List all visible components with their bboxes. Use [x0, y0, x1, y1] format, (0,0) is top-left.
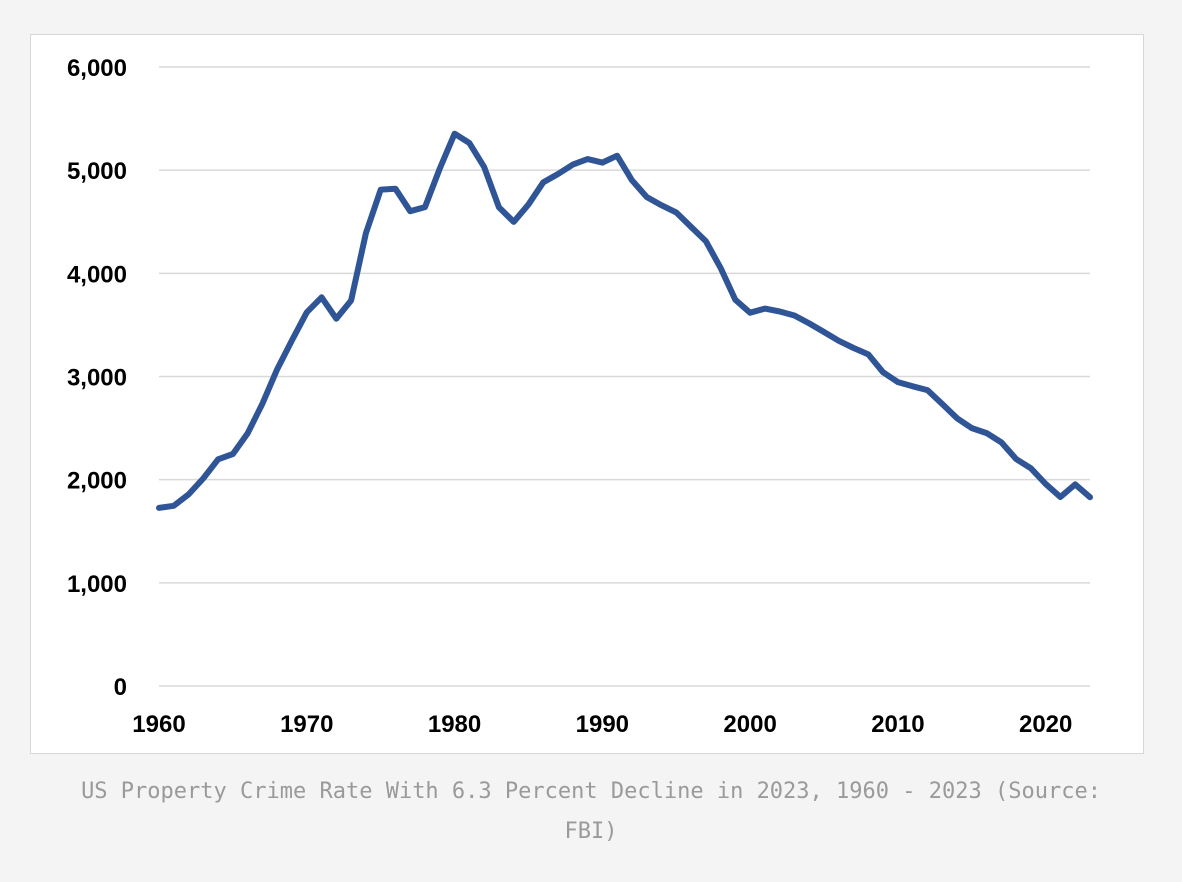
property-crime-rate-chart: 0 1,000 2,000 3,000 4,000 5,000 6,000 1960 1970…: [67, 55, 1093, 738]
y-tick-label: 5,000: [67, 158, 127, 185]
y-tick-label: 4,000: [67, 261, 127, 288]
x-tick-label: 1970: [280, 711, 333, 738]
y-tick-label: 0: [114, 674, 127, 701]
series-line: [156, 130, 1093, 511]
x-tick-label: 1990: [576, 711, 629, 738]
y-tick-label: 6,000: [67, 55, 127, 82]
y-tick-label: 1,000: [67, 571, 127, 598]
chart-frame: 0 1,000 2,000 3,000 4,000 5,000 6,000 1960 1970…: [30, 34, 1144, 754]
y-tick-label: 3,000: [67, 365, 127, 392]
y-tick-label: 2,000: [67, 468, 127, 495]
chart-caption: US Property Crime Rate With 6.3 Percent …: [81, 779, 1101, 844]
x-tick-label: 2000: [723, 711, 776, 738]
x-tick-label: 2020: [1019, 711, 1072, 738]
x-tick-label: 2010: [871, 711, 924, 738]
x-tick-label: 1980: [428, 711, 481, 738]
x-tick-label: 1960: [132, 711, 185, 738]
